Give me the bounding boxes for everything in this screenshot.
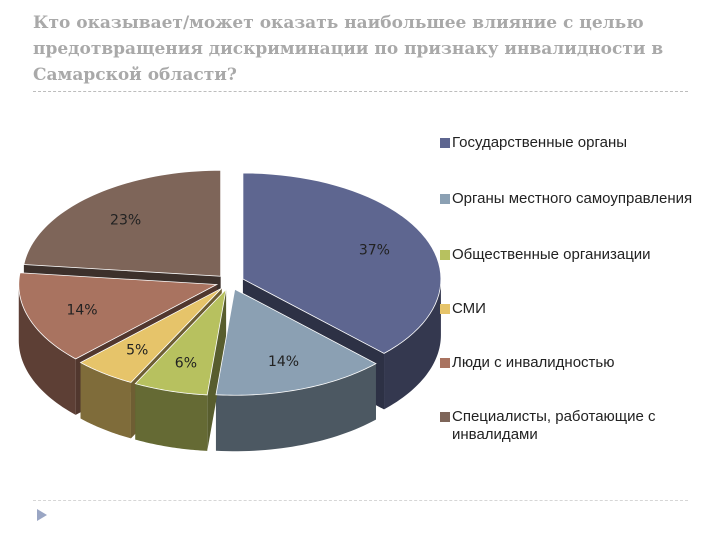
pie-slice-people-with-disabilities <box>18 272 219 360</box>
slide-title: Кто оказывает/может оказать наибольшее в… <box>33 13 664 85</box>
pie-slice-public-organizations <box>134 288 227 396</box>
legend-label: Люди с инвалидностью <box>452 354 615 371</box>
data-label-people-with-disabilities: 14% <box>66 302 97 318</box>
data-label-local-government: 14% <box>268 354 299 370</box>
data-label-state-bodies: 37% <box>359 243 390 259</box>
legend-item-public-organizations: Общественные организации <box>440 246 704 264</box>
legend-swatch <box>440 412 450 422</box>
legend-swatch <box>440 304 450 314</box>
legend-label: Специалисты, работающие с инвалидами <box>452 408 656 443</box>
pie-slice-local-government <box>215 288 377 396</box>
title-divider <box>33 91 688 92</box>
data-label-public-organizations: 6% <box>175 356 197 372</box>
pie-slice-media <box>79 287 222 383</box>
legend-item-local-government: Органы местного самоуправления <box>440 190 704 208</box>
play-arrow-icon <box>37 509 47 521</box>
legend-swatch <box>440 250 450 260</box>
legend-swatch <box>440 138 450 148</box>
legend-item-specialists: Специалисты, работающие с инвалидами <box>440 408 704 444</box>
pie-slice-state-bodies <box>242 172 442 354</box>
footer-divider <box>33 500 688 501</box>
pie-slice-specialists <box>23 169 222 277</box>
legend-swatch <box>440 194 450 204</box>
legend-label: СМИ <box>452 300 486 317</box>
legend-label: Органы местного самоуправления <box>452 190 693 207</box>
legend-item-people-with-disabilities: Люди с инвалидностью <box>440 354 704 372</box>
legend-label: Государственные органы <box>452 134 628 151</box>
data-label-media: 5% <box>126 343 148 359</box>
legend-label: Общественные организации <box>452 246 651 263</box>
legend-item-media: СМИ <box>440 300 704 318</box>
legend-swatch <box>440 358 450 368</box>
data-label-specialists: 23% <box>110 212 141 228</box>
legend-item-state-bodies: Государственные органы <box>440 134 704 152</box>
